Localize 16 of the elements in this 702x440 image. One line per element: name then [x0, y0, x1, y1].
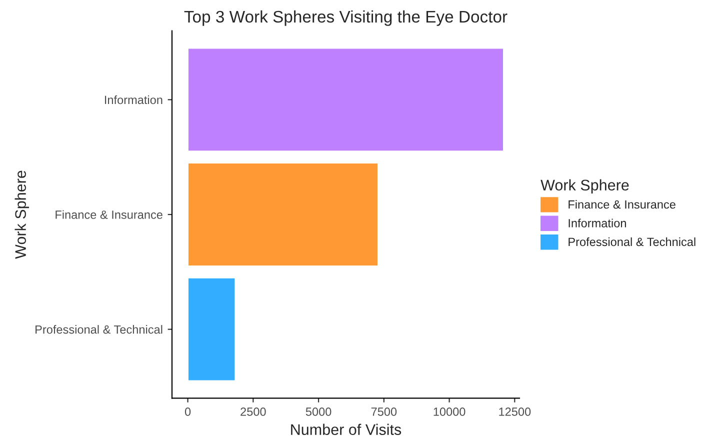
legend-title: Work Sphere: [540, 179, 629, 194]
legend-label: Finance & Insurance: [568, 200, 676, 209]
x-tick-label: 7500: [371, 408, 397, 416]
y-tick-label: Information: [105, 95, 162, 104]
x-axis-title: Number of Visits: [291, 424, 402, 436]
x-tick-label: 0: [184, 408, 191, 416]
y-axis-title: Work Sphere: [14, 170, 30, 259]
x-tick-label: 10000: [434, 408, 466, 416]
chart-title: Top 3 Work Spheres Visiting the Eye Doctor: [184, 10, 508, 26]
y-tick-label: Professional & Technical: [36, 325, 162, 334]
x-tick-label: 2500: [240, 408, 266, 416]
x-tick-label: 12500: [499, 408, 531, 416]
legend-label: Professional & Technical: [568, 237, 696, 246]
y-tick-label: Finance & Insurance: [56, 210, 162, 219]
legend-label: Information: [568, 218, 626, 228]
x-tick-label: 5000: [306, 408, 332, 416]
